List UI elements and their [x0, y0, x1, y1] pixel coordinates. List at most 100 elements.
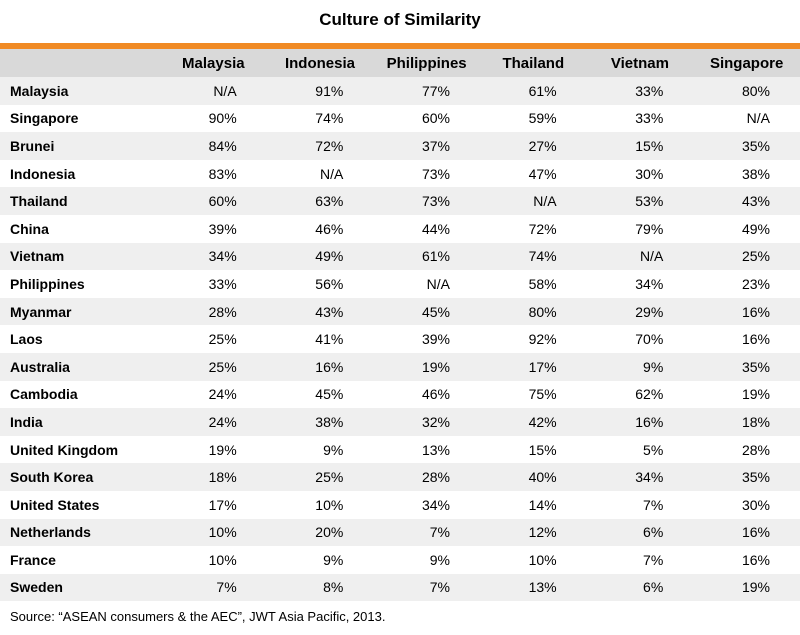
- table-cell: 49%: [693, 214, 800, 243]
- table-cell: 45%: [373, 297, 480, 326]
- table-cell: 53%: [586, 187, 694, 215]
- table-cell: 58%: [479, 270, 587, 298]
- table-cell: 35%: [693, 352, 800, 381]
- row-country: Singapore: [0, 104, 160, 133]
- table-cell: 44%: [373, 214, 480, 243]
- row-country: India: [0, 408, 160, 436]
- table-cell: 80%: [693, 77, 800, 105]
- table-cell: 9%: [266, 546, 374, 574]
- table-cell: 7%: [373, 573, 480, 602]
- table-cell: 73%: [373, 187, 480, 215]
- table-cell: 46%: [373, 380, 480, 409]
- column-header: Vietnam: [586, 49, 694, 77]
- table-row: Netherlands 10% 20% 7% 12% 6% 16%: [0, 518, 800, 547]
- row-country: Cambodia: [0, 380, 160, 409]
- table-cell: 23%: [693, 270, 800, 298]
- table-cell: 79%: [586, 214, 694, 243]
- table-cell: N/A: [160, 77, 267, 105]
- table-row: China 39% 46% 44% 72% 79% 49%: [0, 214, 800, 243]
- table-cell: N/A: [373, 270, 480, 298]
- row-country: Philippines: [0, 270, 160, 298]
- table-cell: 74%: [266, 104, 374, 133]
- row-country: Australia: [0, 352, 160, 381]
- table-cell: N/A: [693, 104, 800, 133]
- row-country: Brunei: [0, 132, 160, 160]
- table-cell: 59%: [479, 104, 587, 133]
- table-cell: 6%: [586, 573, 694, 602]
- table-cell: 24%: [160, 380, 267, 409]
- table-cell: 92%: [479, 325, 587, 353]
- table-cell: 30%: [693, 490, 800, 519]
- table-cell: 34%: [586, 463, 694, 491]
- table-cell: N/A: [586, 242, 694, 271]
- table-cell: 18%: [693, 408, 800, 436]
- row-country: Indonesia: [0, 159, 160, 188]
- table-row: Malaysia N/A 91% 77% 61% 33% 80%: [0, 77, 800, 105]
- table-cell: 18%: [160, 463, 267, 491]
- table-cell: 43%: [266, 297, 374, 326]
- table-cell: 19%: [373, 352, 480, 381]
- table-cell: 14%: [479, 490, 587, 519]
- table-cell: 73%: [373, 159, 480, 188]
- table-cell: 16%: [586, 408, 694, 436]
- table-row: Australia 25% 16% 19% 17% 9% 35%: [0, 352, 800, 381]
- row-country: United Kingdom: [0, 435, 160, 464]
- table-cell: 60%: [160, 187, 267, 215]
- table-cell: 16%: [693, 546, 800, 574]
- table-cell: 10%: [160, 518, 267, 547]
- column-header: Thailand: [479, 49, 587, 77]
- table-row: South Korea 18% 25% 28% 40% 34% 35%: [0, 463, 800, 491]
- table-cell: 15%: [479, 435, 587, 464]
- table-cell: 15%: [586, 132, 694, 160]
- table-cell: 6%: [586, 518, 694, 547]
- table-row: United Kingdom 19% 9% 13% 15% 5% 28%: [0, 435, 800, 464]
- table-row: Brunei 84% 72% 37% 27% 15% 35%: [0, 132, 800, 160]
- row-country: United States: [0, 490, 160, 519]
- table-row: Philippines 33% 56% N/A 58% 34% 23%: [0, 270, 800, 298]
- table-cell: 25%: [160, 325, 267, 353]
- table-cell: 34%: [586, 270, 694, 298]
- table-cell: 16%: [693, 518, 800, 547]
- table-cell: 7%: [373, 518, 480, 547]
- table-cell: 45%: [266, 380, 374, 409]
- table-row: Thailand 60% 63% 73% N/A 53% 43%: [0, 187, 800, 215]
- row-country: Sweden: [0, 573, 160, 602]
- table-cell: 28%: [693, 435, 800, 464]
- table-cell: N/A: [479, 187, 587, 215]
- table-cell: 30%: [586, 159, 694, 188]
- table-cell: 84%: [160, 132, 267, 160]
- row-country: China: [0, 214, 160, 243]
- table-cell: 13%: [479, 573, 587, 602]
- accent-bar: [0, 43, 800, 49]
- table-row: Cambodia 24% 45% 46% 75% 62% 19%: [0, 380, 800, 409]
- row-country: Laos: [0, 325, 160, 353]
- table-cell: 74%: [479, 242, 587, 271]
- table-cell: 41%: [266, 325, 374, 353]
- table-cell: 72%: [266, 132, 374, 160]
- table-cell: 25%: [160, 352, 267, 381]
- table-cell: 5%: [586, 435, 694, 464]
- table-cell: 72%: [479, 214, 587, 243]
- table-row: Indonesia 83% N/A 73% 47% 30% 38%: [0, 159, 800, 188]
- table-cell: 7%: [586, 490, 694, 519]
- table-cell: 25%: [266, 463, 374, 491]
- table-cell: 70%: [586, 325, 694, 353]
- table-cell: 83%: [160, 159, 267, 188]
- table-row: United States 17% 10% 34% 14% 7% 30%: [0, 490, 800, 519]
- table-cell: 19%: [693, 380, 800, 409]
- similarity-table: Malaysia Indonesia Philippines Thailand …: [0, 49, 800, 602]
- table-cell: 33%: [586, 77, 694, 105]
- table-cell: 33%: [586, 104, 694, 133]
- table-cell: 7%: [586, 546, 694, 574]
- source-note: Source: “ASEAN consumers & the AEC”, JWT…: [10, 609, 386, 624]
- column-header: Indonesia: [266, 49, 374, 77]
- table-row: France 10% 9% 9% 10% 7% 16%: [0, 546, 800, 574]
- table-cell: 49%: [266, 242, 374, 271]
- table-cell: 10%: [266, 490, 374, 519]
- table-cell: 10%: [479, 546, 587, 574]
- table-cell: 7%: [160, 573, 267, 602]
- table-cell: 90%: [160, 104, 267, 133]
- row-country: Netherlands: [0, 518, 160, 547]
- row-country: Myanmar: [0, 297, 160, 326]
- table-cell: 9%: [266, 435, 374, 464]
